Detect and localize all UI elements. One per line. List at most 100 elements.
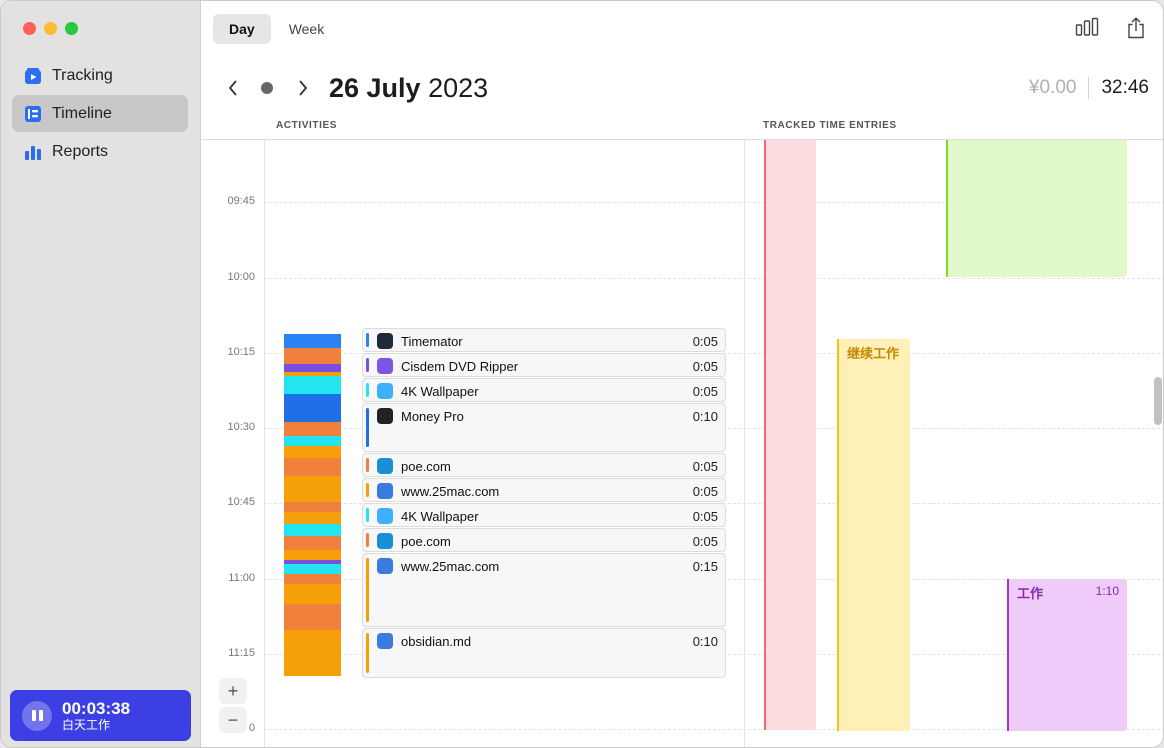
time-entry-block[interactable] [764, 140, 816, 730]
hour-gridline [264, 729, 1163, 730]
sidebar-item-label: Timeline [52, 104, 112, 122]
activity-segment [284, 512, 341, 524]
hour-label: 10:45 [227, 496, 255, 508]
app-icon [377, 358, 393, 374]
app-icon [377, 483, 393, 499]
view-switcher: Day Week [213, 14, 340, 44]
entry-duration: 1:10 [1095, 584, 1119, 598]
chevron-left-icon[interactable] [223, 71, 243, 105]
zoom-in-button[interactable]: + [219, 678, 247, 704]
activity-segment [284, 364, 341, 372]
column-divider [744, 140, 745, 747]
app-icon [377, 458, 393, 474]
activity-duration: 0:05 [692, 359, 718, 374]
hour-label: 11:00 [228, 572, 255, 584]
activity-segment [284, 536, 341, 550]
time-entry-block[interactable]: 工作 1:10 [1007, 579, 1127, 731]
entry-label: 继续工作 [847, 346, 900, 361]
timeline-grid[interactable]: 09:45 10:00 10:15 10:30 10:45 11:00 11:15 0 Tim… [201, 140, 1163, 747]
activity-duration: 0:05 [692, 534, 718, 549]
sidebar-item-timeline[interactable]: Timeline [12, 95, 188, 132]
main-content: Day Week 26 July 2023 ¥0.00 32:46 [201, 1, 1163, 747]
chevron-right-icon[interactable] [293, 71, 313, 105]
list-item[interactable]: 4K Wallpaper 0:05 [362, 378, 726, 402]
activity-segment [284, 422, 341, 436]
tracked-entries-header: TRACKED TIME ENTRIES [763, 120, 897, 131]
list-item[interactable]: obsidian.md 0:10 [362, 628, 726, 678]
activity-name: Timemator [401, 334, 463, 349]
zoom-button[interactable] [65, 22, 78, 35]
color-stripe [366, 558, 369, 622]
entry-edge [764, 140, 766, 730]
hour-label: 09:45 [227, 195, 255, 207]
activity-segment [284, 436, 341, 446]
list-item[interactable]: poe.com 0:05 [362, 528, 726, 552]
hour-label: 10:00 [227, 271, 255, 283]
sidebar-item-reports[interactable]: Reports [12, 133, 188, 170]
running-timer[interactable]: 00:03:38 白天工作 [10, 690, 191, 741]
timer-time: 00:03:38 [62, 699, 131, 718]
sidebar-item-label: Tracking [52, 66, 113, 84]
date-year: 2023 [428, 72, 489, 103]
today-button[interactable] [261, 82, 273, 94]
list-item[interactable]: www.25mac.com 0:05 [362, 478, 726, 502]
date-day-month: 26 July [329, 72, 421, 103]
hour-label: 10:15 [227, 346, 255, 358]
day-summary: ¥0.00 32:46 [1029, 77, 1149, 99]
activity-segment [284, 348, 341, 364]
color-stripe [366, 533, 369, 547]
activity-segment [284, 446, 341, 458]
list-item[interactable]: Money Pro 0:10 [362, 403, 726, 452]
color-stripe [366, 408, 369, 447]
chart-icon[interactable] [1075, 17, 1099, 44]
time-entry-block[interactable] [946, 140, 1127, 277]
sidebar-nav: Tracking Timeline Reports [12, 57, 188, 171]
activity-duration: 0:10 [692, 409, 718, 424]
list-item[interactable]: Cisdem DVD Ripper 0:05 [362, 353, 726, 377]
earnings-value: ¥0.00 [1029, 77, 1090, 99]
entry-edge [1007, 579, 1009, 731]
activity-segment [284, 458, 341, 476]
activities-header: ACTIVITIES [276, 120, 338, 131]
activity-segment [284, 574, 341, 584]
hour-gridline [264, 202, 1163, 203]
activity-segment [284, 524, 341, 536]
minimize-button[interactable] [44, 22, 57, 35]
share-icon[interactable] [1127, 17, 1145, 44]
hour-label: 10:30 [227, 421, 255, 433]
activity-segment [284, 560, 341, 564]
timer-label: 白天工作 [62, 718, 111, 732]
activity-segment [284, 376, 341, 394]
list-item[interactable]: poe.com 0:05 [362, 453, 726, 477]
activity-name: obsidian.md [401, 634, 472, 649]
sidebar: Tracking Timeline Reports 00:03:38 白天工作 [1, 1, 201, 747]
entry-edge [946, 140, 948, 277]
list-item[interactable]: www.25mac.com 0:15 [362, 553, 726, 627]
activity-name: Cisdem DVD Ripper [401, 359, 519, 374]
tracking-icon [24, 67, 42, 85]
color-stripe [366, 483, 369, 497]
time-entry-block[interactable]: 继续工作 [837, 339, 910, 731]
activity-duration: 0:10 [692, 634, 718, 649]
zoom-out-button[interactable]: − [219, 707, 247, 733]
hour-axis-line [264, 140, 265, 747]
activity-segment [284, 604, 341, 630]
vertical-scrollbar[interactable] [1154, 377, 1162, 425]
traffic-lights [23, 22, 78, 35]
list-item[interactable]: 4K Wallpaper 0:05 [362, 503, 726, 527]
pause-icon[interactable] [22, 700, 52, 731]
sidebar-item-label: Reports [52, 142, 109, 160]
app-icon [377, 383, 393, 399]
activity-name: www.25mac.com [401, 484, 500, 499]
activity-duration: 0:05 [692, 334, 718, 349]
activity-segment [284, 630, 341, 676]
activity-strip [284, 334, 341, 679]
header-divider [201, 139, 1163, 140]
tab-week[interactable]: Week [288, 21, 325, 37]
tab-day[interactable]: Day [213, 14, 271, 44]
sidebar-item-tracking[interactable]: Tracking [12, 57, 188, 94]
list-item[interactable]: Timemator 0:05 [362, 328, 726, 352]
activity-duration: 0:05 [692, 509, 718, 524]
close-button[interactable] [23, 22, 36, 35]
color-stripe [366, 508, 369, 522]
